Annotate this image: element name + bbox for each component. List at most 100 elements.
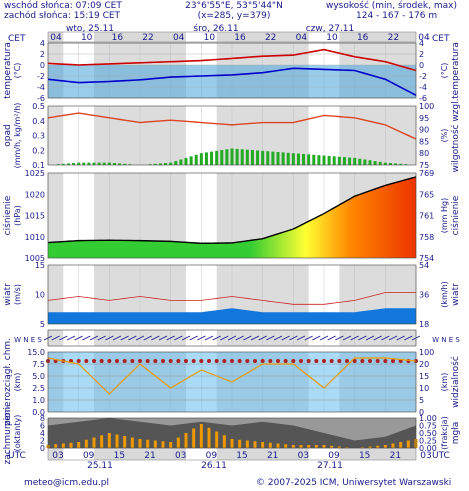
cloud-base-point xyxy=(306,359,311,363)
right-axis-unit: (%) xyxy=(440,129,449,143)
fog-bar xyxy=(391,443,395,448)
right-tick-label: -6 xyxy=(419,94,427,103)
precip-bar xyxy=(276,152,280,165)
timezone-bottom-left: UTC xyxy=(8,451,26,461)
wind-arrow xyxy=(204,335,214,341)
footer-email[interactable]: meteo@icm.edu.pl xyxy=(24,478,109,488)
cloud-base-point xyxy=(130,359,135,363)
bottom-hour-label: 03 xyxy=(52,451,63,461)
precip-bar xyxy=(189,156,193,165)
cloud-base-point xyxy=(107,359,112,363)
precip-bar xyxy=(199,153,203,165)
fog-bar xyxy=(161,441,165,448)
left-tick-label: 4 xyxy=(40,39,45,48)
precip-bar xyxy=(394,163,398,165)
precip-bar xyxy=(240,149,244,165)
fog-bar xyxy=(146,439,150,448)
panel-night-band xyxy=(48,106,64,165)
right-tick-label: 100 xyxy=(419,348,434,357)
wind-arrow xyxy=(220,335,229,341)
panel-frame xyxy=(47,329,417,347)
cloud-base-point xyxy=(237,359,242,363)
fog-bar xyxy=(230,439,234,448)
precip-bar xyxy=(128,164,132,165)
wind-gust-line xyxy=(47,292,416,305)
cloud-base-point xyxy=(99,359,104,363)
right-tick-label: 54 xyxy=(419,261,429,270)
fog-bar xyxy=(406,440,410,448)
precip-bar xyxy=(373,161,377,165)
cloud-base-point xyxy=(168,359,173,363)
wind-arrow xyxy=(396,335,405,341)
bottom-hour-label: 09 xyxy=(206,451,218,461)
cloud-base-point xyxy=(299,359,303,363)
precip-bar xyxy=(368,160,372,165)
cloud-base-point xyxy=(375,359,380,363)
top-hour-strip xyxy=(47,31,417,43)
right-tick-label: -2 xyxy=(419,72,427,81)
fog-bar xyxy=(215,431,219,448)
left-tick-label: 0.3 xyxy=(32,132,45,141)
fog-bar xyxy=(54,444,58,448)
fog-bar xyxy=(115,434,119,448)
bottom-hour-label: 21 xyxy=(267,451,278,461)
cloud-base-point xyxy=(383,359,388,363)
left-tick-label: 1010 xyxy=(25,233,45,242)
left-tick-label: 2 xyxy=(40,437,45,446)
bottom-hour-label: 15 xyxy=(359,451,370,461)
cloud-base-point xyxy=(291,359,296,363)
right-tick-label: 85 xyxy=(419,137,429,146)
night-band xyxy=(48,32,64,42)
precip-bar xyxy=(97,162,101,165)
right-tick-label: 10 xyxy=(419,384,429,393)
night-band xyxy=(94,32,186,42)
wind-arrow xyxy=(388,335,398,341)
precip-bar xyxy=(123,163,127,165)
fog-bar xyxy=(245,440,249,448)
precip-bar xyxy=(225,149,229,165)
fog-bar xyxy=(307,445,311,448)
panel-frame xyxy=(47,264,417,325)
wind-arrow xyxy=(227,335,237,341)
top-hour-label: 22 xyxy=(142,33,153,43)
bottom-day-label: 27.11 xyxy=(317,461,343,471)
fog-bar xyxy=(199,424,203,448)
fog-bar xyxy=(276,443,280,448)
left-tick-label: 2.5 xyxy=(32,384,45,393)
heights-label: wysokość (min, środek, max) xyxy=(326,1,457,11)
panel-night-band xyxy=(339,106,416,165)
cloud-base-point xyxy=(314,359,319,363)
fog-bar xyxy=(337,446,341,448)
cloud-base-point xyxy=(138,359,142,363)
right-axis-unit: (km) xyxy=(440,373,449,392)
precip-bar xyxy=(322,155,326,165)
wind-arrow xyxy=(250,335,260,341)
clear-sky-area xyxy=(48,418,416,441)
precip-bar xyxy=(245,149,249,165)
fog-bar xyxy=(345,447,349,448)
cloud-base-point xyxy=(115,359,119,363)
wind-arrow xyxy=(158,335,168,341)
left-axis-title: zachmurzenie xyxy=(3,401,13,465)
top-hour-label: 10 xyxy=(81,33,93,43)
cloud-base-point xyxy=(345,359,349,363)
fog-bar xyxy=(207,427,211,448)
left-tick-label: 1025 xyxy=(25,169,45,178)
grid-text: (x=285, y=379) xyxy=(197,11,271,21)
fog-bar xyxy=(314,445,318,448)
cloud-base-point xyxy=(245,359,250,363)
right-tick-label: 95 xyxy=(419,114,429,123)
cloud-base-point xyxy=(153,359,158,363)
right-tick-label: 18 xyxy=(419,320,429,329)
wind-arrow xyxy=(258,335,267,341)
wind-arrow xyxy=(82,335,91,341)
left-tick-label: 1005 xyxy=(25,254,45,263)
fog-bar xyxy=(268,442,272,448)
precip-bar xyxy=(210,151,214,165)
precip-bar xyxy=(327,155,331,165)
fog-bar xyxy=(368,446,372,448)
cloud-base-point xyxy=(368,359,372,363)
wind-arrow xyxy=(189,335,198,341)
right-axis-title: temperatura xyxy=(451,42,461,99)
cloud-base-point xyxy=(329,359,334,363)
